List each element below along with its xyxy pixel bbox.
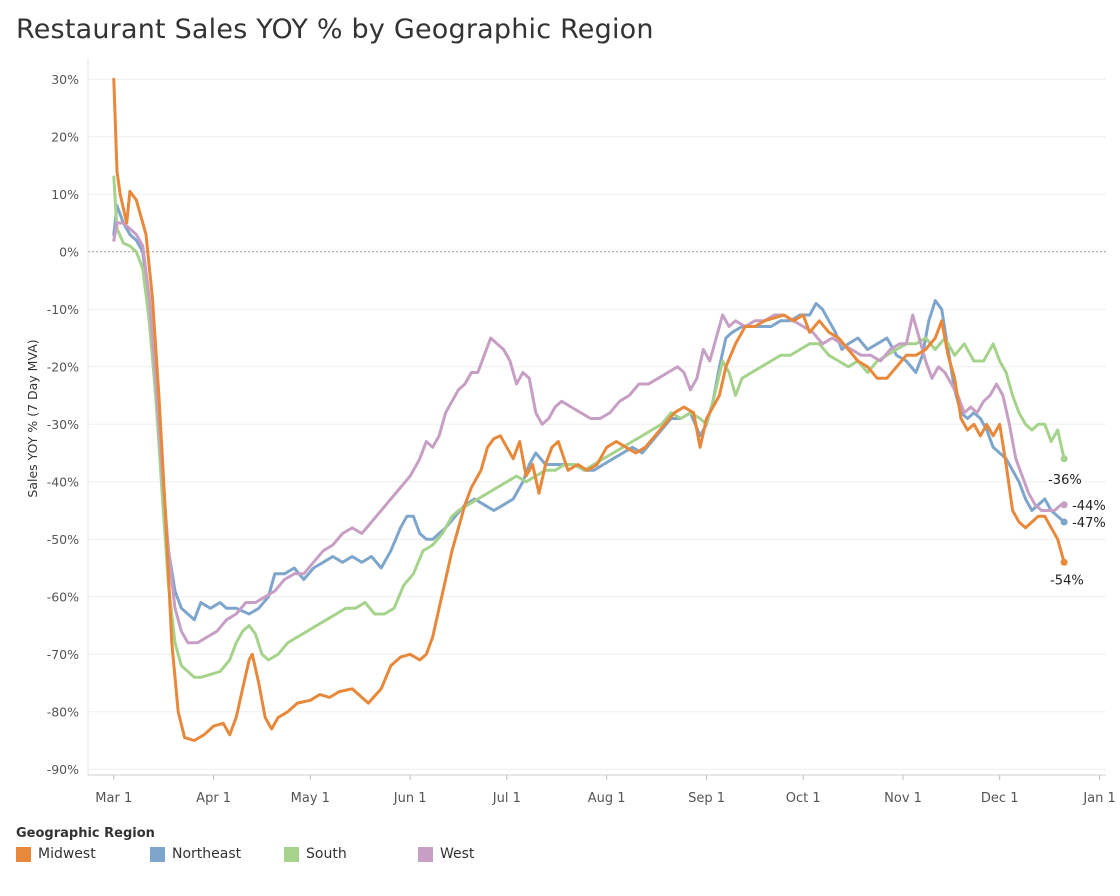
end-label-west: -44% — [1072, 499, 1106, 514]
legend-swatch-northeast — [150, 846, 165, 862]
end-marker-midwest — [1060, 558, 1068, 566]
x-tick-label: Dec 1 — [981, 791, 1019, 806]
end-label-south: -36% — [1048, 473, 1082, 488]
legend-title: Geographic Region — [16, 826, 155, 841]
legend-label-northeast: Northeast — [172, 846, 242, 862]
legend-label-midwest: Midwest — [38, 846, 96, 862]
x-tick-label: Aug 1 — [588, 791, 626, 806]
end-marker-south — [1060, 455, 1068, 463]
y-tick-label: -70% — [47, 647, 79, 662]
x-tick-label: Sep 1 — [688, 791, 725, 806]
y-tick-label: -90% — [47, 762, 79, 777]
x-tick-label: Jul 1 — [492, 791, 521, 806]
x-tick-label: Jun 1 — [393, 791, 427, 806]
x-tick-label: Apr 1 — [196, 791, 231, 806]
legend-swatch-midwest — [16, 846, 31, 862]
legend-item-midwest[interactable]: Midwest — [16, 846, 96, 862]
legend: Geographic Region Midwest Northeast Sout… — [16, 826, 474, 862]
y-tick-label: 10% — [51, 187, 79, 202]
end-marker-west — [1060, 501, 1068, 509]
y-tick-label: 0% — [59, 244, 79, 259]
end-label-midwest: -54% — [1050, 573, 1084, 588]
legend-label-south: South — [306, 846, 347, 862]
y-tick-label: -40% — [47, 474, 79, 489]
series-line-west — [112, 221, 1066, 645]
legend-label-west: West — [440, 846, 475, 862]
x-tick-label: May 1 — [291, 791, 330, 806]
y-tick-label: -80% — [47, 704, 79, 719]
end-label-northeast: -47% — [1072, 516, 1106, 531]
x-tick-label: Mar 1 — [95, 791, 132, 806]
y-tick-label: -20% — [47, 359, 79, 374]
y-tick-label: 30% — [51, 72, 79, 87]
end-marker-northeast — [1060, 518, 1068, 526]
y-tick-label: -10% — [47, 302, 79, 317]
x-tick-label: Jan 1 — [1082, 791, 1115, 806]
legend-swatch-south — [284, 846, 299, 862]
chart-title: Restaurant Sales YOY % by Geographic Reg… — [16, 14, 654, 45]
y-tick-label: -60% — [47, 589, 79, 604]
y-tick-label: -50% — [47, 532, 79, 547]
legend-swatch-west — [418, 846, 433, 862]
x-tick-label: Nov 1 — [884, 791, 922, 806]
line-chart: 30% 20% 10% 0% -10% -20% -30% -40% -50% -60% -70% -… — [25, 58, 1116, 806]
series-line-northeast — [112, 204, 1066, 622]
x-tick-label: Oct 1 — [786, 791, 821, 806]
legend-item-west[interactable]: West — [418, 846, 474, 862]
y-tick-label: 20% — [51, 129, 79, 144]
series-line-midwest — [112, 77, 1066, 742]
legend-item-northeast[interactable]: Northeast — [150, 846, 241, 862]
y-axis-title: Sales YOY % (7 Day MVA) — [25, 339, 40, 497]
y-tick-label: -30% — [47, 417, 79, 432]
legend-item-south[interactable]: South — [284, 846, 347, 862]
